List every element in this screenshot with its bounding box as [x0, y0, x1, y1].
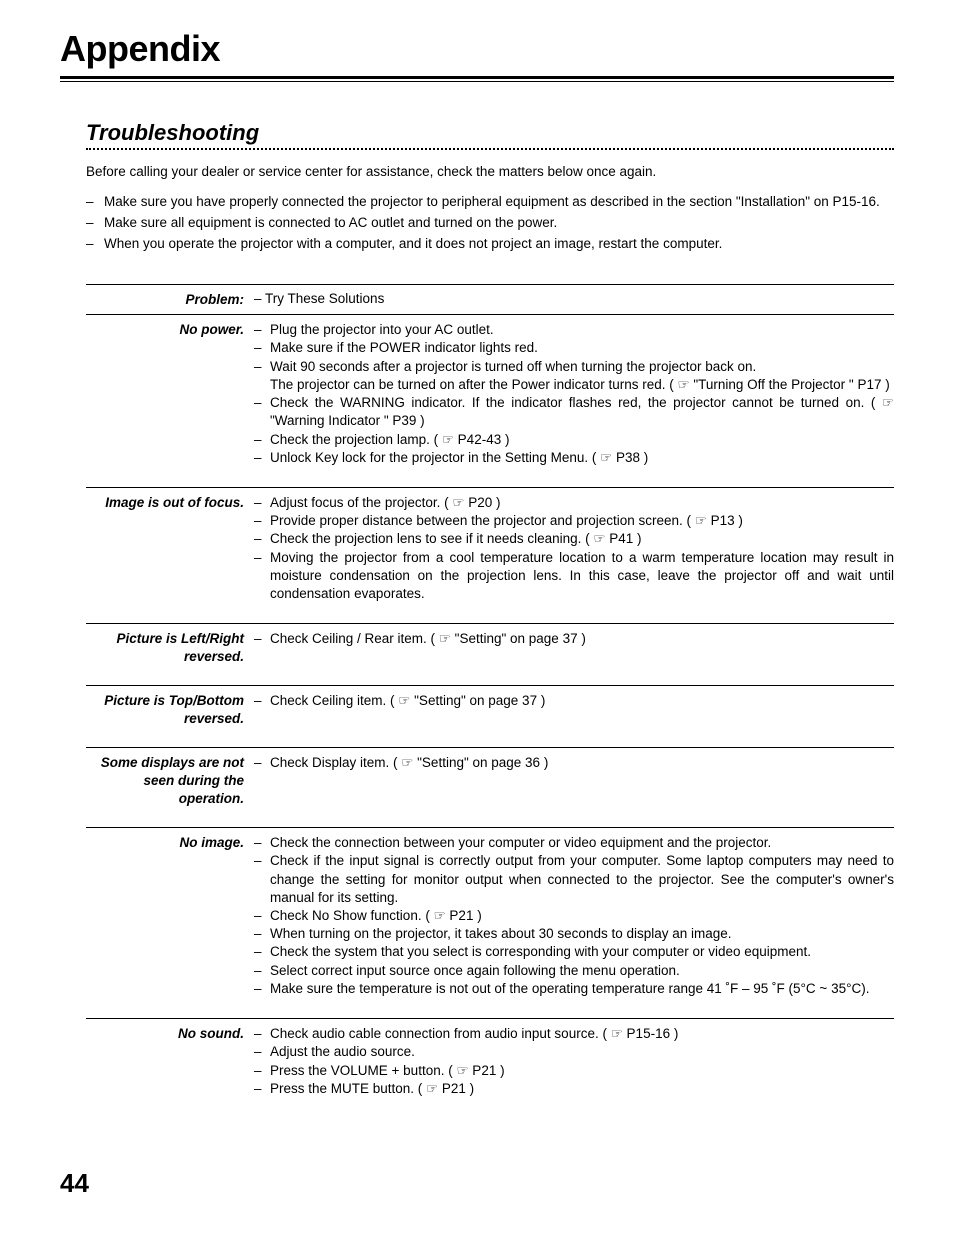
- page-number: 44: [60, 1168, 89, 1199]
- problem-label: No sound.: [86, 1018, 254, 1049]
- solution-continuation: The projector can be turned on after the…: [270, 376, 894, 394]
- solution-item: When turning on the projector, it takes …: [254, 925, 894, 943]
- table-row: Image is out of focus.Adjust focus of th…: [86, 487, 894, 609]
- section-title: Troubleshooting: [86, 120, 894, 146]
- solution-item: Provide proper distance between the proj…: [254, 512, 894, 530]
- solution-item: Check the connection between your comput…: [254, 834, 894, 852]
- troubleshooting-table: Problem: – Try These Solutions No power.…: [86, 284, 894, 1104]
- problem-label: Some displays are not seen during the op…: [86, 747, 254, 813]
- solutions-cell: Check Display item. ( ☞ "Setting" on pag…: [254, 747, 894, 778]
- table-row: Picture is Left/Right reversed.Check Cei…: [86, 623, 894, 671]
- problem-label: Picture is Left/Right reversed.: [86, 623, 254, 671]
- solution-item: Wait 90 seconds after a projector is tur…: [254, 358, 894, 394]
- solutions-cell: Plug the projector into your AC outlet.M…: [254, 314, 894, 473]
- chapter-title: Appendix: [60, 28, 894, 79]
- solutions-list: Check Display item. ( ☞ "Setting" on pag…: [254, 754, 894, 772]
- solution-item: Select correct input source once again f…: [254, 962, 894, 980]
- solutions-list: Adjust focus of the projector. ( ☞ P20 )…: [254, 494, 894, 603]
- solutions-cell: Check the connection between your comput…: [254, 827, 894, 1004]
- solutions-list: Check Ceiling item. ( ☞ "Setting" on pag…: [254, 692, 894, 710]
- problem-label: No power.: [86, 314, 254, 345]
- table-row: No sound.Check audio cable connection fr…: [86, 1018, 894, 1104]
- solution-item: Check the projection lamp. ( ☞ P42-43 ): [254, 431, 894, 449]
- solution-item: Check Ceiling / Rear item. ( ☞ "Setting"…: [254, 630, 894, 648]
- solution-item: Check audio cable connection from audio …: [254, 1025, 894, 1043]
- pre-check-item: When you operate the projector with a co…: [86, 235, 894, 254]
- solution-item: Check if the input signal is correctly o…: [254, 852, 894, 907]
- solution-item: Make sure if the POWER indicator lights …: [254, 339, 894, 357]
- solutions-cell: Check audio cable connection from audio …: [254, 1018, 894, 1104]
- solution-item: Make sure the temperature is not out of …: [254, 980, 894, 998]
- solution-item: Adjust the audio source.: [254, 1043, 894, 1061]
- solution-item: Adjust focus of the projector. ( ☞ P20 ): [254, 494, 894, 512]
- table-header-row: Problem: – Try These Solutions: [86, 284, 894, 315]
- intro-paragraph: Before calling your dealer or service ce…: [86, 164, 894, 179]
- solution-item: Plug the projector into your AC outlet.: [254, 321, 894, 339]
- page: Appendix Troubleshooting Before calling …: [0, 0, 954, 1235]
- problem-label: No image.: [86, 827, 254, 858]
- problem-label: Picture is Top/Bottom reversed.: [86, 685, 254, 733]
- header-body: – Try These Solutions: [254, 284, 894, 312]
- solution-item: Unlock Key lock for the projector in the…: [254, 449, 894, 467]
- solution-item: Check No Show function. ( ☞ P21 ): [254, 907, 894, 925]
- solutions-cell: Check Ceiling item. ( ☞ "Setting" on pag…: [254, 685, 894, 716]
- pre-check-list: Make sure you have properly connected th…: [86, 193, 894, 254]
- pre-check-item: Make sure all equipment is connected to …: [86, 214, 894, 233]
- table-row: No image.Check the connection between yo…: [86, 827, 894, 1004]
- solutions-list: Check audio cable connection from audio …: [254, 1025, 894, 1098]
- pre-check-item: Make sure you have properly connected th…: [86, 193, 894, 212]
- solutions-cell: Check Ceiling / Rear item. ( ☞ "Setting"…: [254, 623, 894, 654]
- solution-item: Press the VOLUME + button. ( ☞ P21 ): [254, 1062, 894, 1080]
- solution-item: Check Ceiling item. ( ☞ "Setting" on pag…: [254, 692, 894, 710]
- problem-label: Image is out of focus.: [86, 487, 254, 518]
- solution-item: Check the WARNING indicator. If the indi…: [254, 394, 894, 430]
- table-row: No power.Plug the projector into your AC…: [86, 314, 894, 473]
- solution-item: Check the projection lens to see if it n…: [254, 530, 894, 548]
- solutions-cell: Adjust focus of the projector. ( ☞ P20 )…: [254, 487, 894, 609]
- solutions-list: Plug the projector into your AC outlet.M…: [254, 321, 894, 467]
- table-row: Some displays are not seen during the op…: [86, 747, 894, 813]
- solution-item: Check Display item. ( ☞ "Setting" on pag…: [254, 754, 894, 772]
- section-wrap: Troubleshooting Before calling your deal…: [60, 120, 894, 1104]
- dotted-rule: [86, 148, 894, 150]
- solution-item: Moving the projector from a cool tempera…: [254, 549, 894, 604]
- chapter-rule-2: [60, 81, 894, 82]
- solution-item: Check the system that you select is corr…: [254, 943, 894, 961]
- solutions-list: Check Ceiling / Rear item. ( ☞ "Setting"…: [254, 630, 894, 648]
- table-row: Picture is Top/Bottom reversed.Check Cei…: [86, 685, 894, 733]
- solutions-list: Check the connection between your comput…: [254, 834, 894, 998]
- header-label: Problem:: [86, 284, 254, 315]
- solution-item: Press the MUTE button. ( ☞ P21 ): [254, 1080, 894, 1098]
